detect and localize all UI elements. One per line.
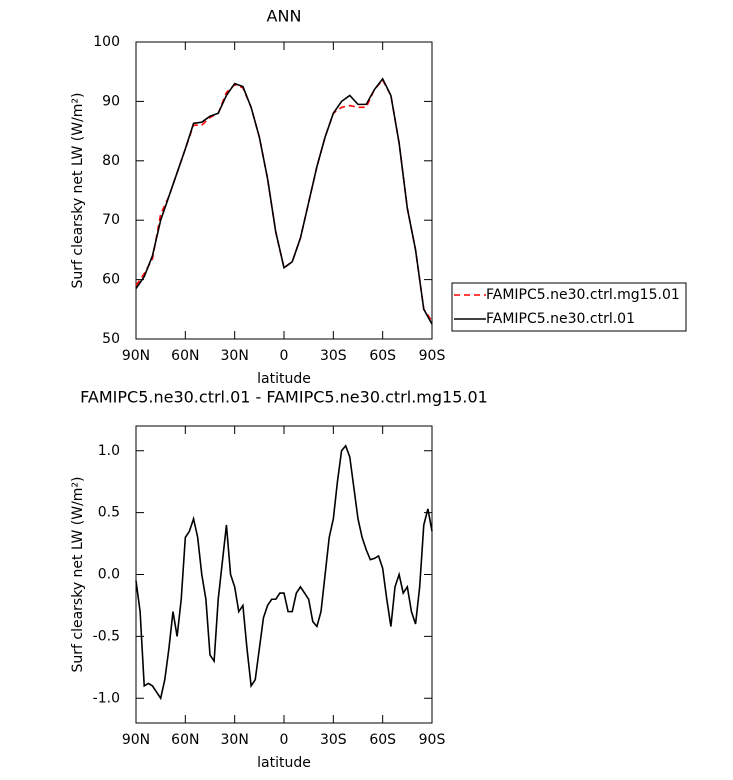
data-line: [135, 77, 433, 325]
x-axis-label: latitude: [257, 755, 311, 771]
x-tick-label: 30S: [320, 348, 347, 364]
y-tick-label: 80: [102, 153, 120, 169]
x-tick-label: 60N: [171, 732, 199, 748]
y-axis-label: Surf clearsky net LW (W/m²): [70, 476, 86, 672]
x-tick-label: 60N: [171, 348, 199, 364]
x-tick-label: 90N: [122, 732, 150, 748]
y-tick-label: -1.0: [93, 690, 120, 706]
y-tick-label: 60: [102, 272, 120, 288]
x-tick-label: 30S: [320, 732, 347, 748]
y-tick-label: 0.0: [98, 567, 120, 583]
x-tick-label: 0: [280, 348, 289, 364]
x-tick-label: 60S: [369, 348, 396, 364]
legend-box: [451, 282, 687, 332]
y-axis-label: Surf clearsky net LW (W/m²): [70, 92, 86, 288]
legend-label: FAMIPC5.ne30.ctrl.mg15.01: [486, 287, 680, 303]
plot-frame: [135, 425, 433, 724]
x-tick-label: 30N: [221, 348, 249, 364]
x-tick-label: 60S: [369, 732, 396, 748]
data-line: [135, 78, 433, 322]
chart-title: FAMIPC5.ne30.ctrl.01 - FAMIPC5.ne30.ctrl…: [80, 388, 488, 407]
x-tick-label: 0: [280, 732, 289, 748]
plot-frame: [135, 41, 433, 340]
x-tick-label: 90S: [419, 732, 446, 748]
y-tick-label: -0.5: [93, 628, 120, 644]
chart-title: ANN: [267, 7, 302, 26]
y-tick-label: 1.0: [98, 443, 120, 459]
data-line: [135, 444, 433, 701]
y-tick-label: 50: [102, 331, 120, 347]
x-tick-label: 30N: [221, 732, 249, 748]
y-tick-label: 90: [102, 93, 120, 109]
x-axis-label: latitude: [257, 371, 311, 387]
y-tick-label: 70: [102, 212, 120, 228]
y-tick-label: 100: [93, 34, 120, 50]
x-tick-label: 90S: [419, 348, 446, 364]
x-tick-label: 90N: [122, 348, 150, 364]
legend-label: FAMIPC5.ne30.ctrl.01: [486, 311, 635, 327]
y-tick-label: 0.5: [98, 505, 120, 521]
